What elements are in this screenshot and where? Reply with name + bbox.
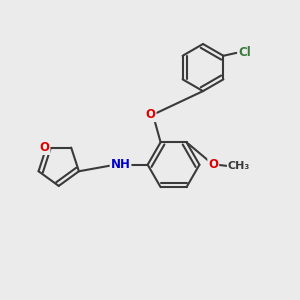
- Text: Cl: Cl: [238, 46, 251, 59]
- Text: O: O: [146, 108, 156, 121]
- Text: CH₃: CH₃: [228, 161, 250, 171]
- Text: NH: NH: [111, 158, 130, 171]
- Text: O: O: [40, 141, 50, 154]
- Text: O: O: [208, 158, 218, 171]
